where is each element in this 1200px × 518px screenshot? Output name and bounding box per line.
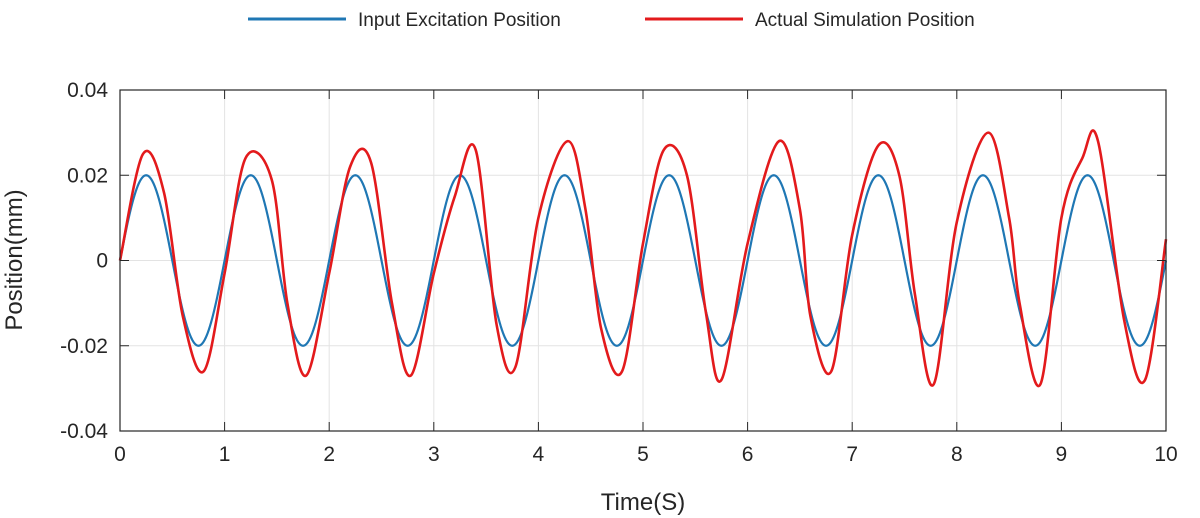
- y-axis: 0.04 0.02 0 -0.02 -0.04: [60, 79, 1166, 443]
- x-tick-label: 2: [323, 443, 335, 466]
- y-tick-label: -0.04: [60, 420, 108, 443]
- x-tick-label: 0: [114, 443, 126, 466]
- x-tick-label: 10: [1154, 443, 1177, 466]
- x-tick-label: 1: [219, 443, 231, 466]
- x-axis: 0 1 2 3 4 5 6 7 8 9 10: [114, 90, 1178, 466]
- y-tick-label: 0.04: [67, 79, 108, 102]
- x-tick-label: 6: [742, 443, 754, 466]
- series-line-actual-simulation: [118, 129, 1168, 388]
- legend: Input Excitation Position Actual Simulat…: [248, 10, 975, 31]
- legend-label-actual: Actual Simulation Position: [755, 10, 975, 31]
- y-tick-label: 0.02: [67, 164, 108, 187]
- x-tick-label: 3: [428, 443, 440, 466]
- series-line-input-excitation: [118, 174, 1168, 347]
- y-axis-label: Position(mm): [1, 189, 28, 330]
- x-tick-label: 7: [846, 443, 858, 466]
- legend-label-input: Input Excitation Position: [358, 10, 561, 31]
- x-axis-label: Time(S): [601, 489, 685, 516]
- x-tick-label: 9: [1056, 443, 1068, 466]
- x-tick-label: 8: [951, 443, 963, 466]
- series-layer: [118, 129, 1168, 388]
- x-tick-label: 4: [533, 443, 545, 466]
- y-tick-label: -0.02: [60, 335, 108, 358]
- y-tick-label: 0: [96, 250, 108, 273]
- x-tick-label: 5: [637, 443, 649, 466]
